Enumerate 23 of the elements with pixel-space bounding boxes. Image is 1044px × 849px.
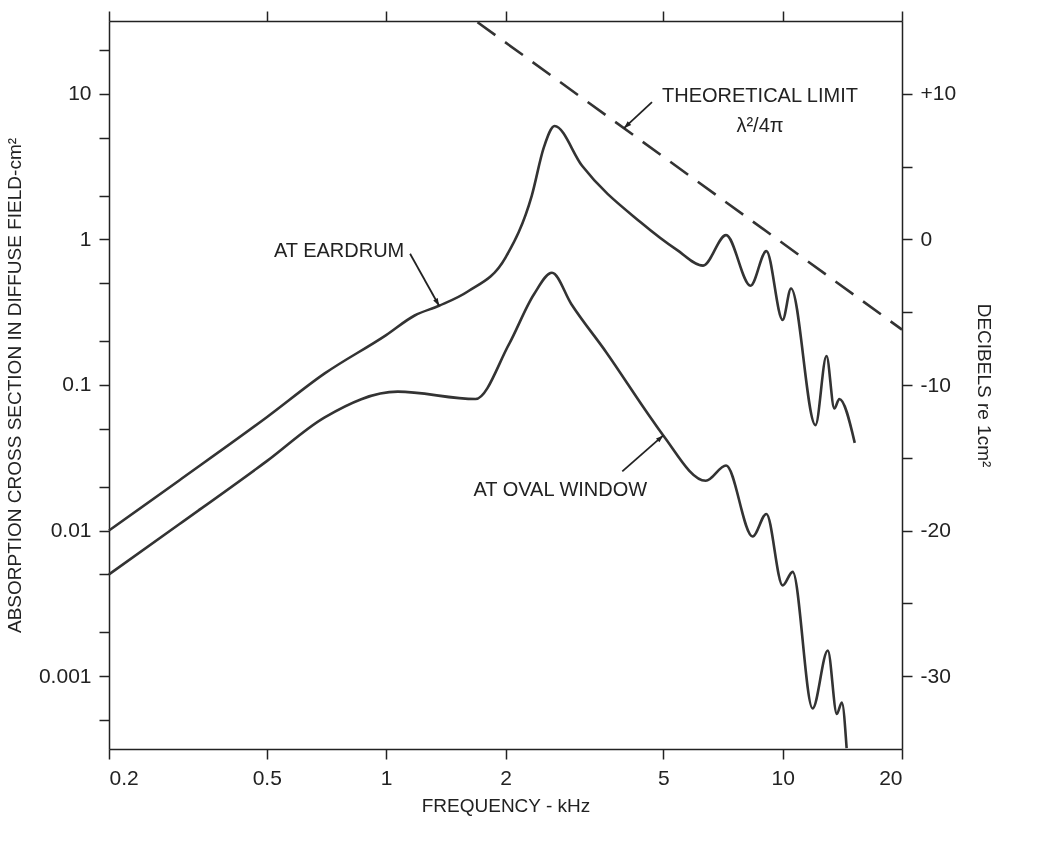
y2-tick-label: -10 [920, 372, 951, 396]
y-tick-label: 0.01 [50, 518, 92, 542]
x-tick-label: 5 [657, 765, 670, 789]
annotation: AT EARDRUM [273, 238, 405, 261]
annotation: AT OVAL WINDOW [473, 478, 648, 501]
y2-axis-title: DECIBELS re 1cm² [974, 303, 996, 468]
y-tick-label: 0.001 [38, 663, 92, 687]
y-tick-label: 0.1 [62, 372, 92, 396]
y2-tick-label: -30 [920, 663, 951, 687]
y2-tick-label: +10 [920, 81, 957, 105]
y-tick-label: 1 [79, 226, 92, 250]
x-tick-label: 20 [879, 765, 903, 789]
y2-tick-label: 0 [920, 226, 933, 250]
y2-tick-label: -20 [920, 518, 951, 542]
x-tick-label: 0.5 [252, 765, 282, 789]
x-tick-label: 1 [380, 765, 393, 789]
annotation: THEORETICAL LIMIT λ²/4π [662, 84, 858, 137]
x-tick-label: 10 [771, 765, 795, 789]
y-tick-label: 10 [68, 81, 92, 105]
x-tick-label: 0.2 [109, 765, 139, 789]
y-axis-title: ABSORPTION CROSS SECTION IN DIFFUSE FIELD-cm² [3, 137, 25, 634]
x-tick-label: 2 [500, 765, 512, 789]
x-axis-title: FREQUENCY - kHz [421, 794, 591, 816]
